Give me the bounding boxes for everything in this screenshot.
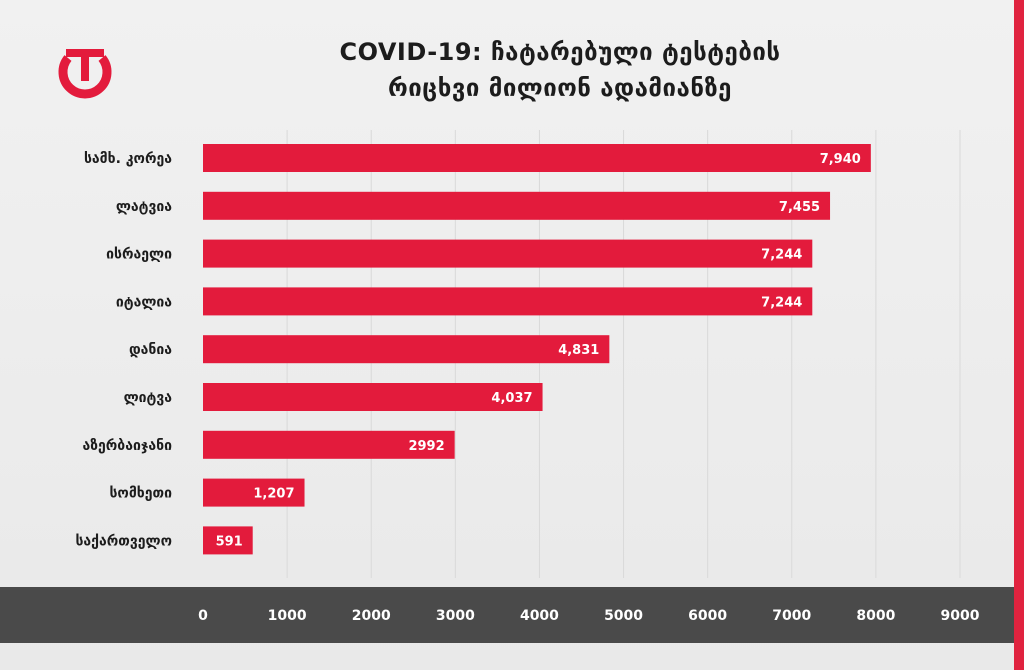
x-axis-band — [0, 587, 1014, 643]
bar — [203, 526, 253, 555]
bar — [203, 478, 305, 507]
accent-strip — [1014, 0, 1024, 670]
category-label: ლატვია — [116, 199, 172, 215]
x-tick-label: 3000 — [436, 608, 475, 624]
title-line-2: რიცხვი მილიონ ადამიანზე — [387, 74, 732, 102]
power-logo-icon — [58, 49, 112, 99]
x-tick-label: 8000 — [856, 608, 895, 624]
category-label: სომხეთი — [109, 486, 172, 502]
bar — [203, 335, 610, 364]
bar-value-label: 4,831 — [558, 343, 599, 358]
category-label: იტალია — [116, 294, 172, 310]
category-label: ლიტვა — [124, 390, 173, 406]
x-tick-label: 6000 — [688, 608, 727, 624]
x-tick-label: 5000 — [604, 608, 643, 624]
bar-value-label: 7,244 — [761, 295, 802, 310]
category-label: ისრაელი — [106, 247, 172, 263]
x-tick-label: 7000 — [772, 608, 811, 624]
category-label: აზერბაიჯანი — [83, 438, 173, 454]
bar-value-label: 591 — [216, 534, 243, 549]
x-tick-label: 4000 — [520, 608, 559, 624]
title-line-1: COVID-19: ჩატარებული ტესტების — [339, 38, 781, 66]
category-label: სამხ. კორეა — [84, 151, 172, 167]
bar — [203, 430, 455, 459]
bar-value-label: 7,940 — [820, 152, 861, 167]
category-labels: სამხ. კორეა ლატვია ისრაელი იტალია დანია ლიტვა… — [75, 151, 172, 549]
bars: 7,940 7,455 7,244 7,244 4,831 4,037 2992 1,207 5… — [203, 144, 871, 555]
bar — [203, 287, 813, 316]
x-tick-label: 1000 — [268, 608, 307, 624]
bar — [203, 191, 831, 220]
x-tick-label: 0 — [198, 608, 208, 624]
x-tick-labels: 0 1000 2000 3000 4000 5000 6000 7000 8000 9000 — [198, 608, 980, 624]
chart-title: COVID-19: ჩატარებული ტესტების რიცხვი მილ… — [230, 34, 890, 106]
bar — [203, 239, 813, 268]
x-tick-label: 9000 — [941, 608, 980, 624]
bar-value-label: 4,037 — [491, 391, 532, 406]
bar-value-label: 1,207 — [253, 487, 294, 502]
bar — [203, 383, 543, 411]
category-label: საქართველო — [75, 533, 172, 549]
bar-value-label: 7,244 — [761, 248, 802, 263]
category-label: დანია — [129, 342, 172, 358]
bar-value-label: 2992 — [408, 439, 444, 454]
bar — [203, 144, 871, 172]
bar-value-label: 7,455 — [779, 200, 820, 215]
x-tick-label: 2000 — [352, 608, 391, 624]
